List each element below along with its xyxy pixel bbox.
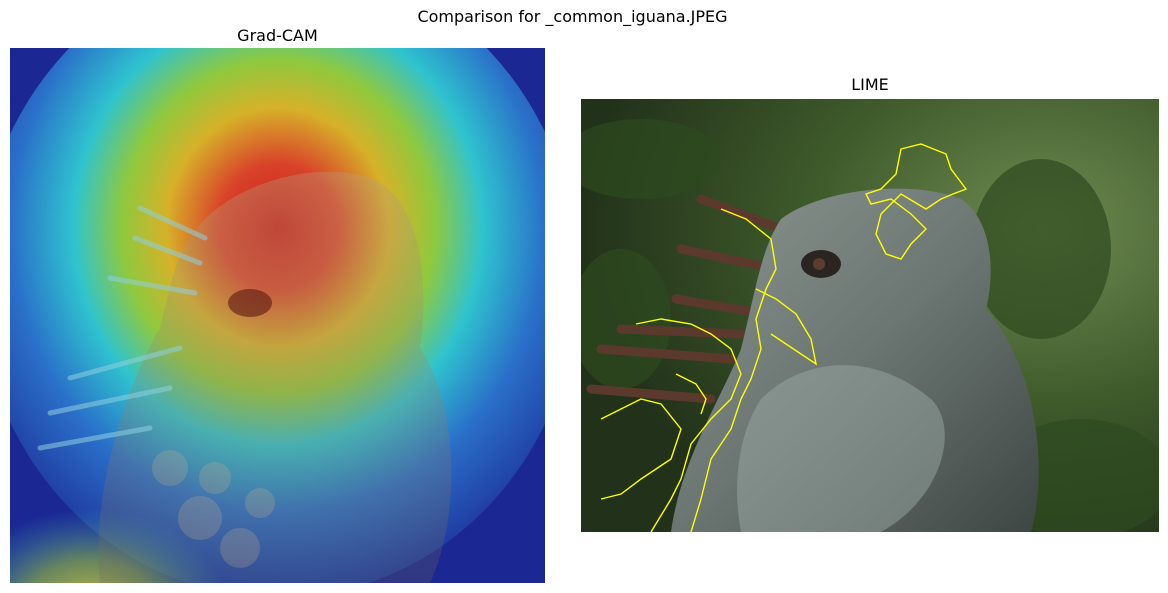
gradcam-heatmap-svg <box>10 48 545 583</box>
lime-panel-title: LIME <box>851 75 889 94</box>
lime-explanation-svg <box>581 99 1159 532</box>
lime-explanation-image <box>581 99 1159 532</box>
lime-superpixel-boundary <box>600 143 968 532</box>
gradcam-heatmap-image <box>10 48 545 583</box>
gradcam-panel-title: Grad-CAM <box>237 26 318 45</box>
figure-title: Comparison for _common_iguana.JPEG <box>417 7 728 26</box>
